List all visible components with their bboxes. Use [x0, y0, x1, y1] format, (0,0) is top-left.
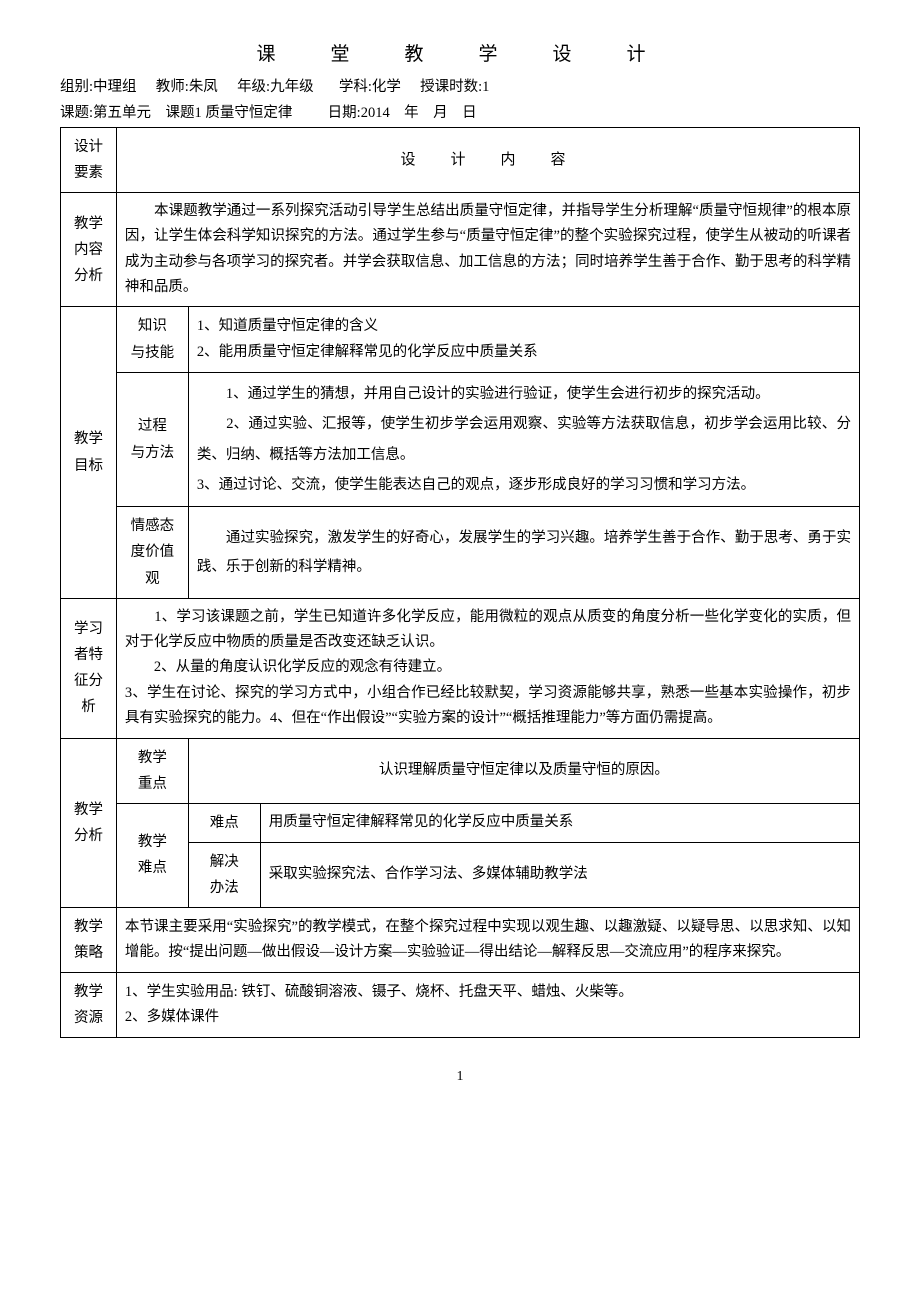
teacher-value: 朱凤	[189, 79, 218, 95]
objective-emotion-row: 情感态 度价值 观 通过实验探究，激发学生的好奇心，发展学生的学习兴趣。培养学生…	[61, 507, 860, 598]
date-label: 日期:	[328, 105, 361, 121]
difficulty-label: 教学 难点	[116, 803, 188, 907]
knowledge-label-text: 知识 与技能	[131, 318, 175, 360]
learner-label-text: 学习 者特 征分 析	[74, 621, 103, 715]
emotion-text: 通过实验探究，激发学生的好奇心，发展学生的学习兴趣。培养学生善于合作、勤于思考、…	[188, 507, 859, 598]
page-number: 1	[60, 1066, 860, 1088]
keypoint-label: 教学 重点	[116, 738, 188, 803]
resources-text: 1、学生实验用品: 铁钉、硫酸铜溶液、镊子、烧杯、托盘天平、蜡烛、火柴等。 2、…	[116, 973, 859, 1038]
difficulty-label-text: 教学 难点	[138, 834, 167, 876]
hard-text: 用质量守恒定律解释常见的化学反应中质量关系	[260, 803, 859, 842]
resources-text-span: 1、学生实验用品: 铁钉、硫酸铜溶液、镊子、烧杯、托盘天平、蜡烛、火柴等。 2、…	[125, 984, 633, 1025]
solve-text: 采取实验探究法、合作学习法、多媒体辅助教学法	[260, 842, 859, 907]
solve-label: 解决 办法	[188, 842, 260, 907]
content-analysis-label-text: 教学 内容 分析	[74, 216, 103, 284]
emotion-label: 情感态 度价值 观	[116, 507, 188, 598]
topic-value: 第五单元 课题1 质量守恒定律	[93, 105, 292, 121]
content-analysis-label: 教学 内容 分析	[61, 192, 117, 307]
objective-process-row: 过程 与方法 1、通过学生的猜想，并用自己设计的实验进行验证，使学生会进行初步的…	[61, 372, 860, 507]
content-analysis-row: 教学 内容 分析 本课题教学通过一系列探究活动引导学生总结出质量守恒定律，并指导…	[61, 192, 860, 307]
strategy-label-text: 教学 策略	[74, 919, 103, 961]
knowledge-text: 1、知道质量守恒定律的含义 2、能用质量守恒定律解释常见的化学反应中质量关系	[188, 307, 859, 372]
solve-label-text: 解决 办法	[210, 854, 239, 896]
resources-label: 教学 资源	[61, 973, 117, 1038]
knowledge-text-span: 1、知道质量守恒定律的含义 2、能用质量守恒定律解释常见的化学反应中质量关系	[197, 318, 538, 359]
hours-value: 1	[482, 79, 489, 95]
date-value: 2014 年 月 日	[361, 105, 477, 121]
learner-row: 学习 者特 征分 析 1、学习该课题之前，学生已知道许多化学反应，能用微粒的观点…	[61, 598, 860, 738]
strategy-text: 本节课主要采用“实验探究”的教学模式，在整个探究过程中实现以观生趣、以趣激疑、以…	[116, 908, 859, 973]
meta-line-2: 课题:第五单元 课题1 质量守恒定律 日期:2014 年 月 日	[60, 102, 860, 125]
objectives-label-text: 教学 目标	[74, 431, 103, 473]
learner-text: 1、学习该课题之前，学生已知道许多化学反应，能用微粒的观点从质变的角度分析一些化…	[116, 598, 859, 738]
process-label-text: 过程 与方法	[131, 418, 175, 460]
resources-row: 教学 资源 1、学生实验用品: 铁钉、硫酸铜溶液、镊子、烧杯、托盘天平、蜡烛、火…	[61, 973, 860, 1038]
hours-label: 授课时数:	[420, 79, 482, 95]
learner-label: 学习 者特 征分 析	[61, 598, 117, 738]
knowledge-label: 知识 与技能	[116, 307, 188, 372]
process-label: 过程 与方法	[116, 372, 188, 507]
group-label: 组别:	[60, 79, 93, 95]
analysis-difficulty-row: 教学 难点 难点 用质量守恒定律解释常见的化学反应中质量关系	[61, 803, 860, 842]
design-table: 设计 要素 设 计 内 容 教学 内容 分析 本课题教学通过一系列探究活动引导学…	[60, 127, 860, 1039]
group-value: 中理组	[93, 79, 137, 95]
resources-label-text: 教学 资源	[74, 984, 103, 1026]
strategy-label: 教学 策略	[61, 908, 117, 973]
header-right: 设 计 内 容	[116, 127, 859, 192]
keypoint-text: 认识理解质量守恒定律以及质量守恒的原因。	[188, 738, 859, 803]
objectives-label: 教学 目标	[61, 307, 117, 598]
process-text: 1、通过学生的猜想，并用自己设计的实验进行验证，使学生会进行初步的探究活动。 2…	[188, 372, 859, 507]
objective-knowledge-row: 教学 目标 知识 与技能 1、知道质量守恒定律的含义 2、能用质量守恒定律解释常…	[61, 307, 860, 372]
header-left: 设计 要素	[61, 127, 117, 192]
strategy-row: 教学 策略 本节课主要采用“实验探究”的教学模式，在整个探究过程中实现以观生趣、…	[61, 908, 860, 973]
page-title: 课 堂 教 学 设 计	[60, 40, 860, 70]
subject-value: 化学	[372, 79, 401, 95]
content-analysis-text: 本课题教学通过一系列探究活动引导学生总结出质量守恒定律，并指导学生分析理解“质量…	[116, 192, 859, 307]
emotion-label-text: 情感态 度价值 观	[131, 518, 175, 586]
learner-text-span: 1、学习该课题之前，学生已知道许多化学反应，能用微粒的观点从质变的角度分析一些化…	[125, 609, 851, 727]
analysis-keypoint-row: 教学 分析 教学 重点 认识理解质量守恒定律以及质量守恒的原因。	[61, 738, 860, 803]
analysis-label-text: 教学 分析	[74, 802, 103, 844]
keypoint-label-text: 教学 重点	[138, 750, 167, 792]
header-left-text: 设计 要素	[74, 139, 103, 181]
grade-label: 年级:	[237, 79, 270, 95]
header-row: 设计 要素 设 计 内 容	[61, 127, 860, 192]
hard-label: 难点	[188, 803, 260, 842]
meta-line-1: 组别:中理组 教师:朱凤 年级:九年级 学科:化学 授课时数:1	[60, 76, 860, 99]
teacher-label: 教师:	[156, 79, 189, 95]
topic-label: 课题:	[60, 105, 93, 121]
subject-label: 学科:	[339, 79, 372, 95]
grade-value: 九年级	[270, 79, 314, 95]
analysis-label: 教学 分析	[61, 738, 117, 907]
process-text-span: 1、通过学生的猜想，并用自己设计的实验进行验证，使学生会进行初步的探究活动。 2…	[197, 386, 851, 493]
